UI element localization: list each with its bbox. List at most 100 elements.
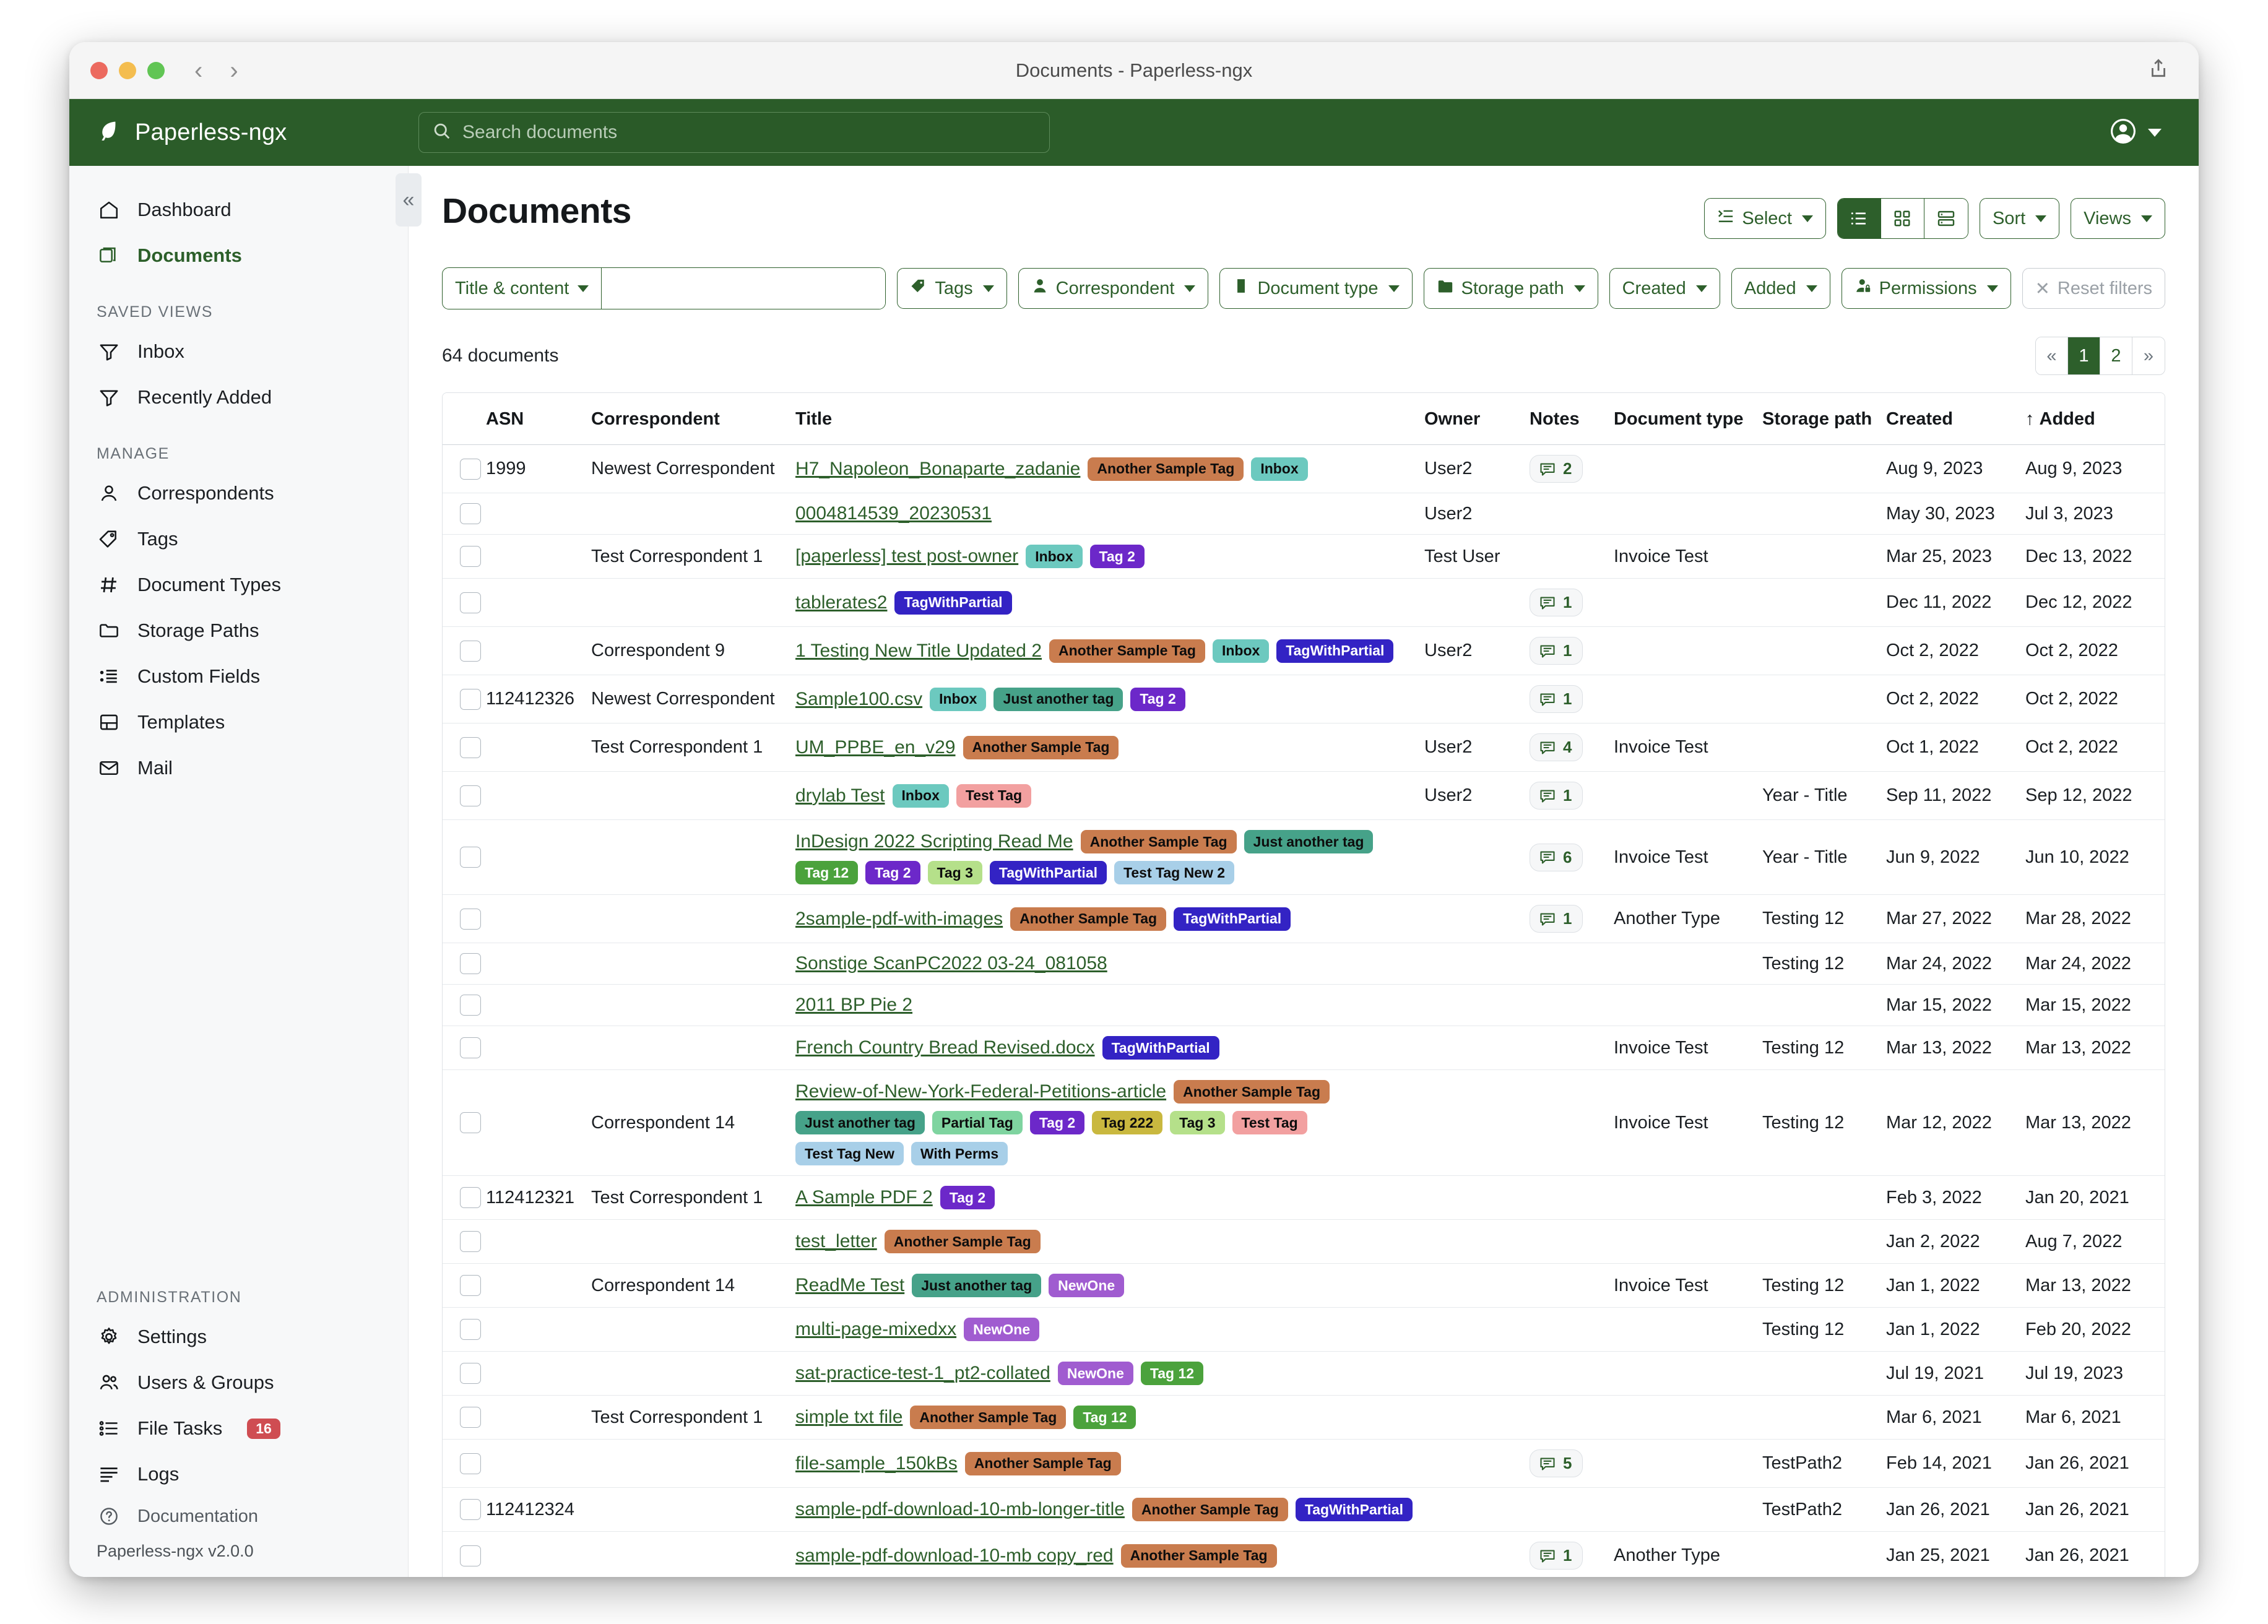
notes-badge[interactable]: 5 [1530, 1449, 1583, 1477]
document-tag[interactable]: Tag 2 [1130, 687, 1185, 711]
browser-nav[interactable]: ‹ › [194, 58, 238, 83]
table-row[interactable]: 2011 BP Pie 2 Mar 15, 2022 Mar 15, 2022 [443, 984, 2165, 1026]
title-content-filter[interactable]: Title & content [442, 267, 886, 309]
document-tag[interactable]: Partial Tag [932, 1111, 1023, 1134]
row-checkbox-cell[interactable] [443, 1026, 486, 1070]
row-checkbox-cell[interactable] [443, 1487, 486, 1532]
filter-added-button[interactable]: Added [1731, 268, 1830, 309]
row-checkbox-cell[interactable] [443, 771, 486, 820]
row-checkbox[interactable] [460, 847, 481, 868]
document-tag[interactable]: Just another tag [1244, 830, 1374, 853]
document-tag[interactable]: Just another tag [993, 687, 1123, 711]
table-row[interactable]: test_letter Another Sample Tag Jan 2, 2022… [443, 1219, 2165, 1264]
row-checkbox-cell[interactable] [443, 1069, 486, 1176]
row-checkbox-cell[interactable] [443, 894, 486, 943]
collapse-sidebar-button[interactable]: « [396, 173, 422, 227]
row-checkbox[interactable] [460, 1319, 481, 1340]
document-title-link[interactable]: UM_PPBE_en_v29 [795, 736, 956, 758]
views-button[interactable]: Views [2071, 198, 2165, 239]
document-tag[interactable]: Tag 2 [940, 1186, 995, 1209]
document-title-link[interactable]: Review-of-New-York-Federal-Petitions-art… [795, 1081, 1167, 1102]
row-checkbox-cell[interactable] [443, 1395, 486, 1440]
filter-document-type-button[interactable]: Document type [1219, 268, 1413, 309]
filter-created-button[interactable]: Created [1609, 268, 1720, 309]
document-title-link[interactable]: file-sample_150kBs [795, 1453, 958, 1474]
table-row[interactable]: 112412324 sample-pdf-download-10-mb-longe… [443, 1487, 2165, 1532]
row-checkbox[interactable] [460, 1407, 481, 1428]
global-search[interactable] [418, 112, 1050, 153]
row-checkbox-cell[interactable] [443, 493, 486, 535]
row-checkbox-cell[interactable] [443, 984, 486, 1026]
filter-permissions-button[interactable]: Permissions [1841, 268, 2011, 309]
table-row[interactable]: 0004814539_20230531 User2 May 30, 2023 Jul … [443, 493, 2165, 535]
document-tag[interactable]: Another Sample Tag [964, 1451, 1121, 1475]
document-title-link[interactable]: sample-pdf-download-10-mb-longer-title [795, 1499, 1125, 1519]
brand[interactable]: Paperless-ngx [95, 118, 405, 147]
sidebar-item-settings[interactable]: Settings [69, 1314, 408, 1360]
pagination[interactable]: « 1 2 » [2035, 337, 2165, 375]
maximize-window-button[interactable] [147, 61, 165, 79]
document-tag[interactable]: NewOne [1049, 1274, 1125, 1297]
document-tag[interactable]: Inbox [930, 687, 987, 711]
row-checkbox[interactable] [460, 785, 481, 806]
sidebar-item-logs[interactable]: Logs [69, 1451, 408, 1497]
row-checkbox-cell[interactable] [443, 1351, 486, 1396]
document-tag[interactable]: Another Sample Tag [1088, 457, 1244, 481]
document-tag[interactable]: Another Sample Tag [1010, 907, 1167, 931]
document-tag[interactable]: Just another tag [912, 1274, 1042, 1297]
row-checkbox-cell[interactable] [443, 534, 486, 579]
filter-correspondent-button[interactable]: Correspondent [1018, 268, 1209, 309]
document-tag[interactable]: TagWithPartial [989, 861, 1107, 884]
document-title-link[interactable]: 0004814539_20230531 [795, 503, 992, 524]
document-title-link[interactable]: ReadMe Test [795, 1275, 905, 1295]
minimize-window-button[interactable] [119, 61, 136, 79]
column-header-correspondent[interactable]: Correspondent [591, 393, 795, 445]
sidebar-item-storage-paths[interactable]: Storage Paths [69, 608, 408, 654]
table-row[interactable]: drylab Test Inbox Test Tag User2 1 Year - Tit… [443, 771, 2165, 820]
notes-badge[interactable]: 1 [1530, 1542, 1583, 1570]
document-tag[interactable]: Tag 2 [1089, 545, 1145, 568]
pagination-page-1[interactable]: 1 [2068, 337, 2100, 374]
table-row[interactable]: Correspondent 14 Review-of-New-York-Feder… [443, 1069, 2165, 1176]
document-tag[interactable]: Tag 12 [1140, 1362, 1204, 1385]
pagination-next[interactable]: » [2132, 337, 2165, 374]
row-checkbox-cell[interactable] [443, 1219, 486, 1264]
reset-filters-button[interactable]: ✕ Reset filters [2022, 268, 2165, 309]
document-tag[interactable]: Inbox [1251, 457, 1308, 481]
row-checkbox[interactable] [460, 1112, 481, 1133]
pagination-page-2[interactable]: 2 [2100, 337, 2132, 374]
sort-button[interactable]: Sort [1979, 198, 2060, 239]
table-row[interactable]: Test Correspondent 1 simple txt file Anoth… [443, 1395, 2165, 1440]
document-tag[interactable]: Tag 2 [865, 861, 920, 884]
sidebar-item-file-tasks[interactable]: File Tasks 16 [69, 1406, 408, 1451]
document-tag[interactable]: Another Sample Tag [963, 735, 1119, 759]
row-checkbox-cell[interactable] [443, 578, 486, 627]
document-tag[interactable]: Test Tag New [795, 1142, 904, 1165]
document-title-link[interactable]: InDesign 2022 Scripting Read Me [795, 831, 1073, 852]
back-icon[interactable]: ‹ [194, 56, 203, 84]
sidebar-item-inbox[interactable]: Inbox [69, 329, 408, 374]
select-button[interactable]: Select [1704, 198, 1826, 239]
column-header-created[interactable]: Created [1886, 393, 2025, 445]
document-tag[interactable]: Another Sample Tag [1174, 1080, 1330, 1104]
notes-badge[interactable]: 1 [1530, 637, 1583, 665]
row-checkbox-cell[interactable] [443, 1175, 486, 1220]
document-tag[interactable]: Tag 3 [927, 861, 982, 884]
column-header-owner[interactable]: Owner [1424, 393, 1530, 445]
document-title-link[interactable]: sat-practice-test-1_pt2-collated [795, 1363, 1050, 1383]
row-checkbox-cell[interactable] [443, 1531, 486, 1577]
document-tag[interactable]: TagWithPartial [1174, 907, 1291, 931]
chevron-down-icon[interactable] [2148, 128, 2162, 137]
filter-storage-path-button[interactable]: Storage path [1423, 268, 1598, 309]
table-row[interactable]: 112412326 Newest Correspondent Sample100.c… [443, 675, 2165, 723]
document-tag[interactable]: NewOne [964, 1318, 1040, 1341]
card-large-view-button[interactable] [1924, 199, 1968, 238]
table-row[interactable]: tablerates2 TagWithPartial 1 Dec 11, 2022 De… [443, 578, 2165, 627]
document-tag[interactable]: Just another tag [795, 1111, 925, 1134]
row-checkbox-cell[interactable] [443, 943, 486, 985]
document-title-link[interactable]: A Sample PDF 2 [795, 1187, 933, 1207]
sidebar-item-document-types[interactable]: Document Types [69, 562, 408, 608]
document-tag[interactable]: Another Sample Tag [1080, 830, 1237, 853]
list-view-button[interactable] [1837, 199, 1881, 238]
